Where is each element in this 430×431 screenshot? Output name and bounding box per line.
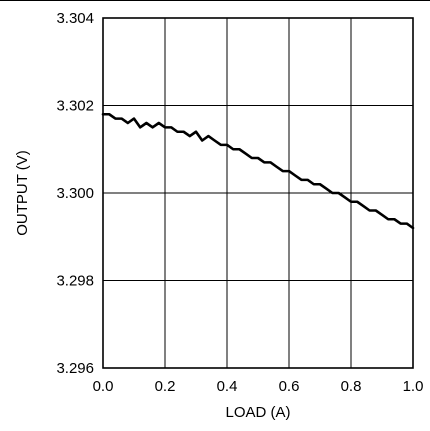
y-tick-label: 3.300 bbox=[56, 185, 94, 202]
grid bbox=[103, 18, 413, 368]
y-tick-label: 3.304 bbox=[56, 10, 94, 27]
x-tick-label: 0.4 bbox=[217, 378, 238, 395]
series-line bbox=[101, 112, 415, 230]
top-rule bbox=[0, 0, 430, 1]
x-tick-label: 0.6 bbox=[279, 378, 300, 395]
plot-frame bbox=[102, 17, 414, 369]
y-tick-label: 3.296 bbox=[56, 360, 94, 377]
x-tick-label: 0.0 bbox=[93, 378, 114, 395]
x-axis-label: LOAD (A) bbox=[225, 404, 290, 421]
x-tick-labels: 0.0 0.2 0.4 0.6 0.8 1.0 bbox=[93, 378, 424, 395]
y-tick-label: 3.302 bbox=[56, 98, 94, 115]
series-layer bbox=[101, 112, 415, 230]
y-axis-label: OUTPUT (V) bbox=[14, 150, 31, 236]
y-tick-labels: 3.304 3.302 3.300 3.298 3.296 bbox=[56, 10, 94, 377]
y-tick-label: 3.298 bbox=[56, 273, 94, 290]
x-tick-label: 0.8 bbox=[341, 378, 362, 395]
x-tick-label: 0.2 bbox=[155, 378, 176, 395]
x-tick-label: 1.0 bbox=[403, 378, 424, 395]
